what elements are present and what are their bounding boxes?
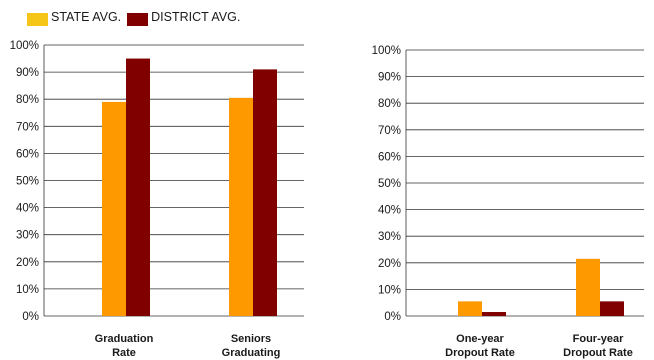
chart1-bar-state [102,101,126,316]
chart2-bar-district [600,301,624,316]
chart2-ytick-label: 0% [384,311,401,323]
chart2-ytick-label: 90% [378,72,401,84]
chart1-ytick-label: 30% [16,230,39,242]
chart2-ytick-label: 10% [378,284,401,296]
legend-swatch-state [27,12,48,26]
chart1-bar-district [126,58,150,317]
chart1-bar-state [229,97,253,316]
chart2-bar-state [458,301,482,316]
legend-item-state: STATE AVG. [27,10,122,26]
chart1-ytick-label: 10% [16,284,39,296]
chart2-category-label: Dropout Rate [445,347,515,359]
chart1-ytick-label: 90% [16,67,39,79]
legend-swatch-district [127,12,149,26]
chart-legend: STATE AVG. DISTRICT AVG. [27,10,246,26]
chart1-category-label: Seniors [231,333,271,345]
chart2-bar-state [576,258,600,316]
chart2-category-label: Dropout Rate [563,347,633,359]
chart2-ytick-label: 70% [378,125,401,137]
chart1-ytick-label: 50% [16,176,39,188]
legend-label-state: STATE AVG. [51,10,122,24]
chart2-category-label: One-year [456,333,504,345]
chart1-ytick-label: 0% [22,311,39,323]
legend-item-district: DISTRICT AVG. [127,10,241,26]
chart1-category-label: Rate [112,347,136,359]
chart1-ytick-label: 70% [16,121,39,133]
chart1-category-label: Graduation [95,333,154,345]
chart1-category-label: Graduating [222,347,281,359]
chart2-ytick-label: 100% [372,45,401,57]
chart1-ytick-label: 40% [16,203,39,215]
chart2-ytick-label: 40% [378,205,401,217]
chart2-ytick-label: 50% [378,178,401,190]
chart2-ytick-label: 20% [378,258,401,270]
chart2-category-label: Four-year [573,333,624,345]
chart2-bar-district [482,312,506,316]
chart2-ytick-label: 60% [378,151,401,163]
chart2-ytick-label: 80% [378,98,401,110]
chart1-bar-district [253,69,277,316]
chart2-ytick-label: 30% [378,231,401,243]
legend-label-district: DISTRICT AVG. [151,10,241,24]
chart1-ytick-label: 60% [16,148,39,160]
chart1-ytick-label: 100% [10,40,39,52]
chart1-ytick-label: 80% [16,94,39,106]
chart1-ytick-label: 20% [16,257,39,269]
